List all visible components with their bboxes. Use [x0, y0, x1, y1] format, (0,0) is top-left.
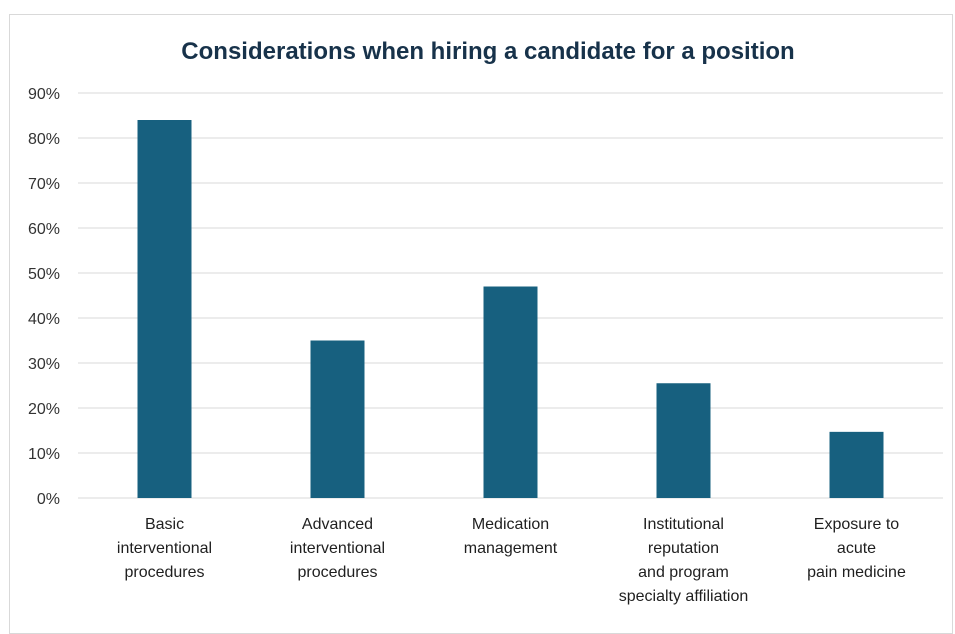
- y-tick-label: 80%: [28, 131, 60, 148]
- y-tick-label: 40%: [28, 311, 60, 328]
- bar: [137, 120, 192, 498]
- y-axis-ticks: 0% 10% 20% 30% 40% 50% 60% 70% 80% 90%: [28, 86, 60, 508]
- x-category-label-line: interventional: [117, 540, 212, 557]
- bar: [483, 286, 538, 498]
- y-tick-label: 20%: [28, 401, 60, 418]
- x-category-label-line: and program: [638, 564, 729, 581]
- x-category-label: Medication management: [464, 516, 558, 557]
- y-tick-label: 90%: [28, 86, 60, 103]
- x-category-label: Institutional reputation and program specia…: [619, 516, 749, 605]
- x-category-label-line: specialty affiliation: [619, 588, 749, 605]
- x-category-label-line: reputation: [648, 540, 719, 557]
- y-tick-label: 60%: [28, 221, 60, 238]
- bars: [137, 120, 884, 498]
- chart-title: Considerations when hiring a candidate f…: [181, 38, 794, 65]
- x-category-label: Exposure to acute pain medicine: [807, 516, 906, 581]
- x-category-label-line: interventional: [290, 540, 385, 557]
- gridlines: [78, 92, 943, 499]
- y-tick-label: 10%: [28, 446, 60, 463]
- x-category-label: Advanced interventional procedures: [290, 516, 385, 581]
- x-category-label-line: pain medicine: [807, 564, 906, 581]
- y-tick-label: 70%: [28, 176, 60, 193]
- y-tick-label: 50%: [28, 266, 60, 283]
- y-tick-label: 0%: [37, 491, 60, 508]
- x-category-label-line: Institutional: [643, 516, 724, 533]
- x-category-label-line: Exposure to: [814, 516, 899, 533]
- y-tick-label: 30%: [28, 356, 60, 373]
- x-category-label: Basic interventional procedures: [117, 516, 212, 581]
- x-category-label-line: management: [464, 540, 558, 557]
- bar: [656, 383, 711, 498]
- x-axis-labels: Basic interventional procedures Advanced int…: [117, 516, 906, 605]
- bar: [310, 340, 365, 498]
- x-category-label-line: procedures: [297, 564, 377, 581]
- x-category-label-line: Basic: [145, 516, 184, 533]
- x-category-label-line: procedures: [124, 564, 204, 581]
- x-category-label-line: Advanced: [302, 516, 373, 533]
- x-category-label-line: Medication: [472, 516, 549, 533]
- x-category-label-line: acute: [837, 540, 876, 557]
- bar: [829, 431, 884, 498]
